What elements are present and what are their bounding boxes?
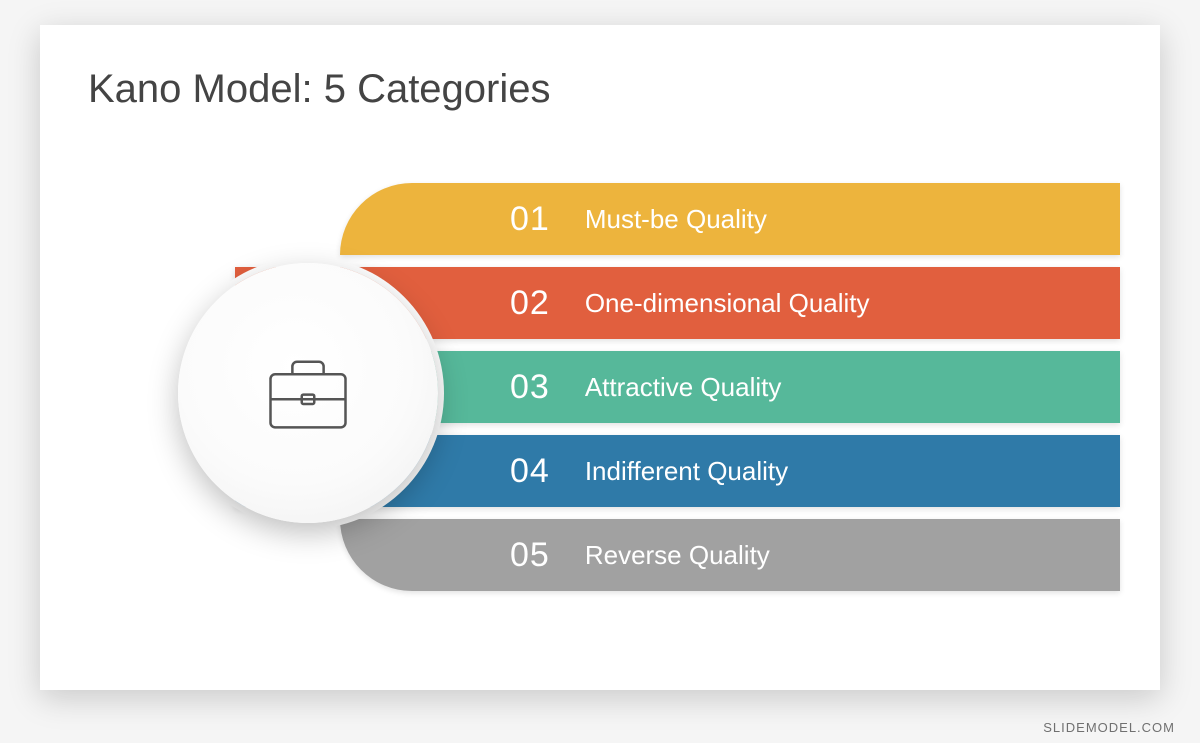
center-circle [178, 263, 438, 523]
bar-number: 04 [510, 452, 550, 491]
bar-row: 05 Reverse Quality [270, 519, 1120, 591]
bar-label: Attractive Quality [585, 372, 782, 403]
bar-number: 03 [510, 368, 550, 407]
bar-label: Must-be Quality [585, 204, 767, 235]
bar-label: Reverse Quality [585, 540, 770, 571]
bar-reverse: 05 Reverse Quality [340, 519, 1120, 591]
bar-number: 05 [510, 536, 550, 575]
bar-number: 02 [510, 284, 550, 323]
bar-mustbe: 01 Must-be Quality [340, 183, 1120, 255]
bar-row: 01 Must-be Quality [270, 183, 1120, 255]
slide-title: Kano Model: 5 Categories [88, 67, 551, 112]
bar-label: One-dimensional Quality [585, 288, 870, 319]
slide: Kano Model: 5 Categories 01 Must-be Qual… [40, 25, 1160, 690]
watermark: SLIDEMODEL.COM [1043, 720, 1175, 735]
bar-number: 01 [510, 200, 550, 239]
bar-label: Indifferent Quality [585, 456, 788, 487]
briefcase-icon [258, 343, 358, 443]
